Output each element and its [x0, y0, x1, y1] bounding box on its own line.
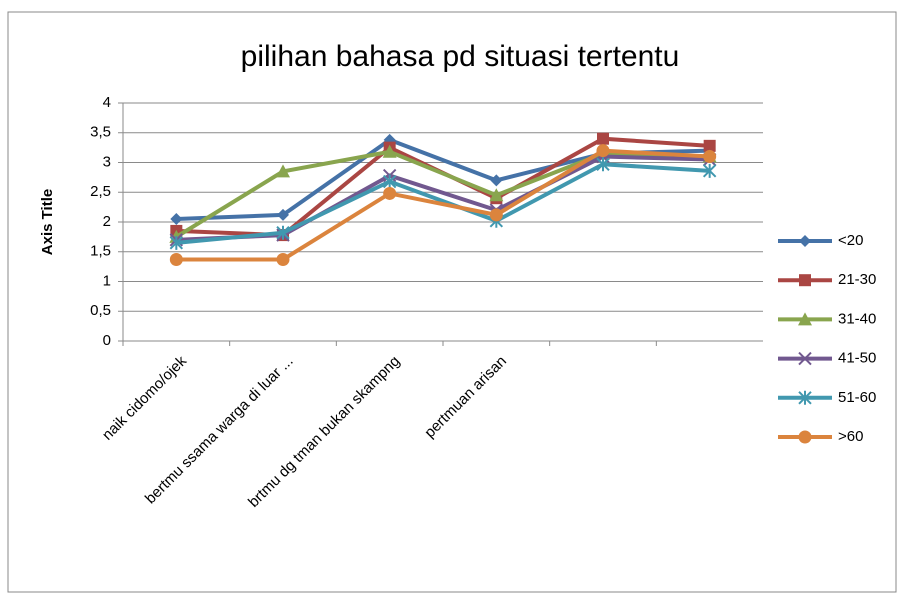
marker: [596, 157, 610, 172]
marker: [276, 164, 290, 178]
series-line: [176, 162, 710, 245]
marker: [276, 225, 290, 240]
legend-label: 51-60: [838, 389, 876, 406]
marker: [383, 186, 397, 200]
y-tick-label: 3,5: [90, 124, 111, 141]
marker: [489, 188, 504, 202]
y-tick-label: 0: [103, 332, 111, 349]
legend-label: 21-30: [838, 271, 876, 288]
y-tick-label: 2,5: [90, 183, 111, 200]
marker: [702, 163, 717, 178]
marker: [170, 213, 183, 226]
chart-title: pilihan bahasa pd situasi tertentu: [241, 40, 680, 73]
legend-label: 41-50: [838, 350, 876, 367]
marker: [382, 144, 397, 158]
marker: [169, 252, 183, 266]
marker: [382, 174, 397, 189]
y-tick-label: 0,5: [90, 302, 111, 319]
legend-label: <20: [838, 232, 863, 249]
marker: [169, 235, 184, 250]
legend-marker: [799, 274, 811, 287]
legend-label: >60: [838, 428, 863, 445]
marker: [703, 139, 716, 152]
y-tick-label: 4: [103, 94, 111, 111]
y-tick-label: 3: [103, 153, 111, 170]
legend-label: 31-40: [838, 310, 876, 327]
legend-marker: [798, 390, 812, 405]
marker: [277, 208, 289, 221]
legend-marker: [798, 351, 812, 366]
y-tick-label: 1,5: [90, 243, 111, 260]
y-tick-label: 1: [103, 272, 111, 289]
series-line: [176, 148, 710, 262]
y-tick-label: 2: [103, 213, 111, 230]
marker: [703, 150, 717, 164]
marker: [597, 132, 609, 145]
legend-marker: [798, 312, 812, 326]
marker: [490, 174, 503, 187]
marker: [276, 252, 290, 266]
marker: [489, 208, 503, 222]
legend-marker: [798, 430, 812, 444]
legend-marker: [799, 235, 811, 247]
marker: [596, 144, 610, 158]
chart-frame: [7, 11, 897, 593]
y-axis-title: Axis Title: [39, 189, 56, 255]
series-line: [175, 149, 710, 239]
